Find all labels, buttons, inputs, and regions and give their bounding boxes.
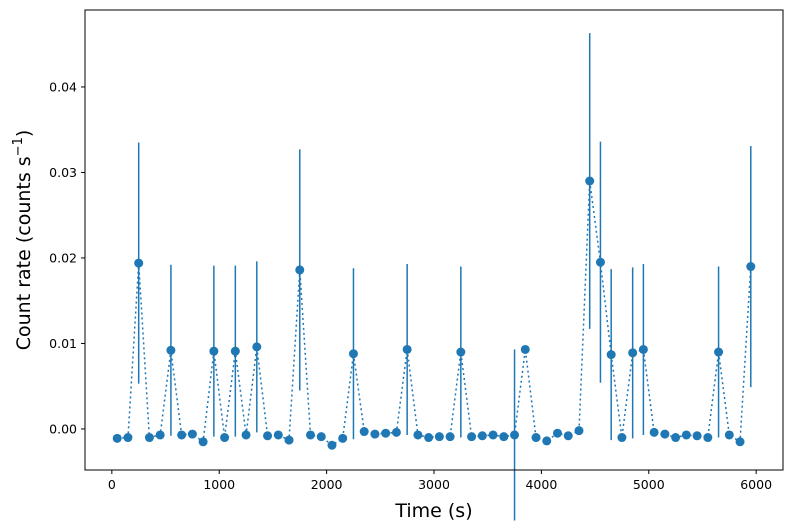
data-point [499, 432, 509, 442]
data-point [585, 176, 595, 186]
x-tick-label: 0 [108, 477, 116, 492]
x-tick-label: 6000 [740, 477, 772, 492]
data-point [252, 342, 262, 352]
data-point [327, 440, 337, 450]
y-axis-label-main: Count rate (counts s [13, 156, 35, 350]
y-tick-label: 0.03 [49, 165, 77, 180]
data-point [606, 350, 616, 360]
data-point [241, 430, 251, 440]
data-point [456, 347, 466, 357]
data-point [166, 345, 176, 355]
data-point [703, 433, 713, 443]
data-point [510, 430, 520, 440]
data-point [295, 265, 305, 275]
data-point [552, 428, 562, 438]
data-point [681, 430, 691, 440]
y-tick-label: 0.04 [49, 79, 77, 94]
data-point [284, 435, 294, 445]
data-point [306, 430, 316, 440]
data-point [563, 431, 573, 441]
data-point [359, 427, 369, 437]
data-point [628, 348, 638, 358]
data-point [531, 433, 541, 443]
data-point [381, 428, 391, 438]
data-point [112, 433, 122, 443]
data-point [123, 433, 133, 443]
data-point [413, 430, 423, 440]
x-tick-label: 3000 [418, 477, 450, 492]
data-point [220, 433, 230, 443]
data-point [198, 437, 208, 447]
x-tick-label: 2000 [311, 477, 343, 492]
data-point [316, 432, 326, 442]
data-point [520, 344, 530, 354]
data-point [134, 258, 144, 268]
y-axis-label-sup: −1 [11, 137, 26, 156]
series-line [117, 180, 752, 447]
data-point [671, 433, 681, 443]
data-point [144, 433, 154, 443]
data-point [638, 344, 648, 354]
data-point [370, 429, 380, 439]
data-point [209, 346, 219, 356]
y-tick-label: 0.02 [49, 250, 77, 265]
data-point [338, 433, 348, 443]
plot-layer [112, 33, 756, 521]
x-tick-label: 1000 [203, 477, 235, 492]
ticks-layer: 0 1000 2000 3000 4000 5000 6000 0.00 0.01 0.02 0.0… [49, 79, 772, 492]
data-point [402, 344, 412, 354]
data-point [488, 430, 498, 440]
data-point [724, 430, 734, 440]
data-point [177, 430, 187, 440]
data-point [649, 427, 659, 437]
data-point [746, 262, 756, 272]
data-point [155, 430, 165, 440]
data-point [477, 431, 487, 441]
data-point [273, 430, 283, 440]
data-point [348, 349, 358, 359]
data-point [445, 432, 455, 442]
data-point [263, 431, 273, 441]
data-point [424, 433, 434, 443]
y-axis-label: Count rate (counts s−1) [11, 130, 35, 351]
data-point [542, 436, 552, 446]
data-point [574, 426, 584, 436]
y-axis-label-close: ) [13, 130, 35, 137]
data-point [467, 432, 477, 442]
data-point [735, 437, 745, 447]
plot-frame [84, 9, 784, 471]
data-point [391, 427, 401, 437]
x-tick-label: 4000 [525, 477, 557, 492]
x-tick-label: 5000 [633, 477, 665, 492]
data-point [617, 433, 627, 443]
data-point [660, 429, 670, 439]
data-point [434, 432, 444, 442]
data-point [595, 257, 605, 267]
data-point [692, 431, 702, 441]
data-point [230, 346, 240, 356]
x-axis-label: Time (s) [394, 500, 472, 522]
y-tick-label: 0.01 [49, 336, 77, 351]
data-point [187, 429, 197, 439]
y-tick-label: 0.00 [49, 421, 77, 436]
data-point [714, 347, 724, 357]
